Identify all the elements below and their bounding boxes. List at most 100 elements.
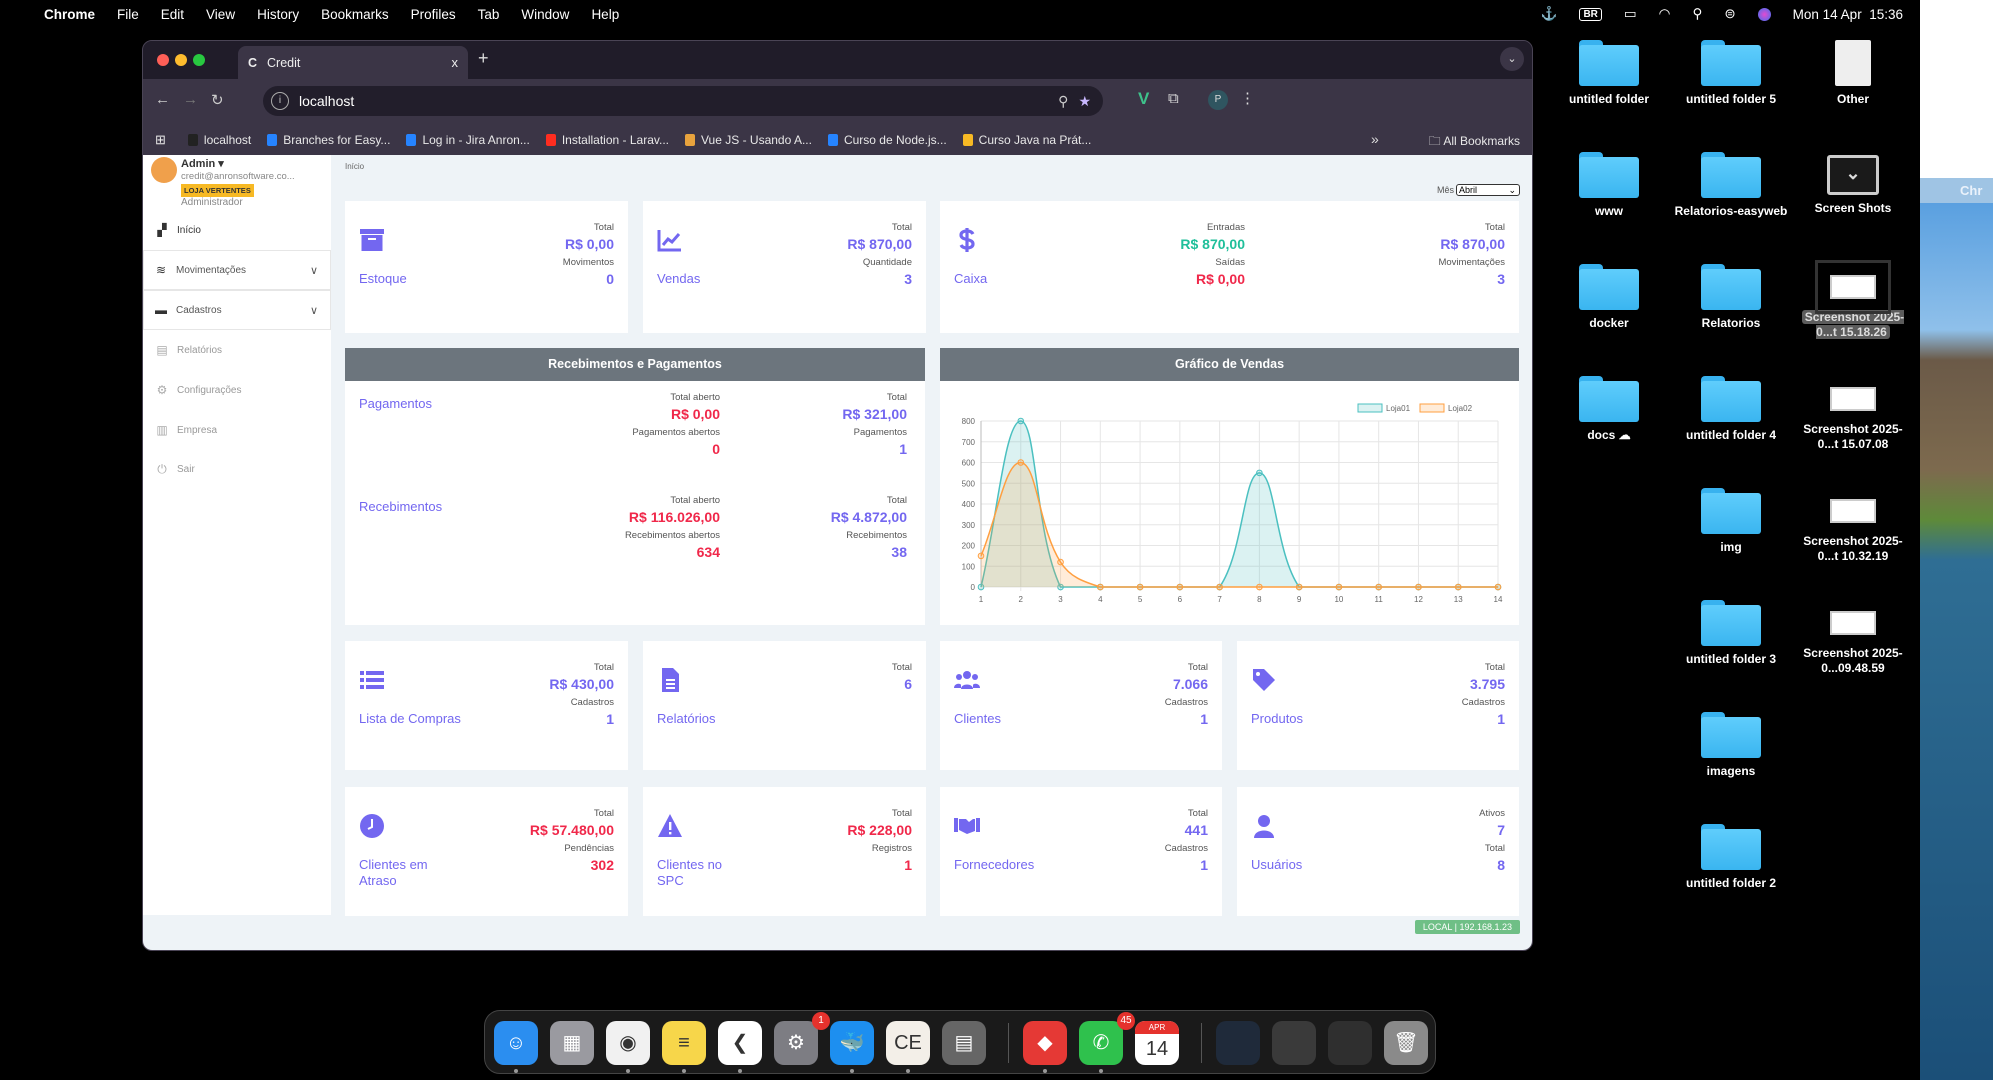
back-button[interactable]: ← [155,91,170,108]
dock-minimized-window-3[interactable] [1328,1021,1372,1065]
card-fornecedores[interactable]: Fornecedores Total 441 Cadastros 1 [940,787,1222,916]
dock-whatsapp[interactable]: ✆ 45 [1079,1012,1135,1065]
dock-chrome[interactable]: ◉ [606,1021,650,1065]
zoom-window-button[interactable] [193,54,205,66]
sidebar-item-configuracoes[interactable]: ⚙ Configurações [143,370,331,410]
bookmark-star-icon[interactable]: ★ [1078,92,1091,109]
desktop-item[interactable]: Other [1793,40,1913,107]
dock-system-settings[interactable]: ⚙ 1 [774,1012,830,1065]
menubar-time[interactable]: 15:36 [1869,6,1903,22]
siri-icon[interactable] [1757,7,1771,21]
section-title-recebimentos[interactable]: Recebimentos [359,499,443,514]
card-title[interactable]: Clientes [954,711,1001,726]
card-title[interactable]: Produtos [1251,711,1304,726]
card-produtos[interactable]: Produtos Total 3.795 Cadastros 1 [1237,641,1519,770]
control-center-icon[interactable]: ⊜ [1724,6,1736,21]
all-bookmarks-button[interactable]: 🗀 All Bookmarks [1429,132,1520,153]
desktop-item[interactable]: untitled folder 4 [1671,376,1791,443]
forward-button[interactable]: → [183,91,198,108]
desktop-item[interactable]: Screenshot 2025-0...t 10.32.19 [1793,488,1913,564]
dock-vscode[interactable]: ❮ [718,1021,762,1065]
bookmark-item[interactable]: Branches for Easy... [267,133,390,147]
desktop-item[interactable]: docs ☁ [1549,376,1669,443]
card-title[interactable]: Caixa [954,271,988,286]
card-relatorios[interactable]: Relatórios Total 6 [643,641,926,770]
card-title[interactable]: Estoque [359,271,407,286]
menu-app-name[interactable]: Chrome [44,6,96,22]
bookmark-item[interactable]: Installation - Larav... [545,133,669,147]
url-text[interactable]: localhost [299,93,355,109]
desktop-item[interactable]: ⌄ Screen Shots [1793,152,1913,216]
tab-search-button[interactable]: ⌄ [1500,47,1524,71]
dock-finder[interactable]: ☺ [494,1021,538,1065]
dock-trash[interactable]: 🗑 [1384,1021,1428,1065]
bookmark-item[interactable]: localhost [187,133,251,147]
site-info-icon[interactable]: i [271,92,289,110]
dock-calendar[interactable]: 14 APR [1135,1021,1179,1065]
bookmark-item[interactable]: Log in - Jira Anron... [406,133,530,147]
card-title[interactable]: Clientes no SPC [657,857,723,888]
bookmark-item[interactable]: Curso Java na Prát... [962,133,1091,147]
month-select[interactable]: Abril ⌄ [1456,184,1520,196]
menu-help[interactable]: Help [591,6,620,22]
desktop-item[interactable]: img [1671,488,1791,555]
sidebar-item-sair[interactable]: ⏻ Sair [143,449,331,489]
chevron-down-icon[interactable]: ∨ [309,264,318,277]
spotlight-search-icon[interactable]: ⚲ [1692,6,1703,21]
sidebar-item-relatorios[interactable]: ▤ Relatórios [143,330,331,370]
card-estoque[interactable]: Estoque Total R$ 0,00 Movimentos 0 [345,201,628,333]
dock-docker[interactable]: 🐳 [830,1021,874,1065]
desktop-item[interactable]: untitled folder 3 [1671,600,1791,667]
menu-bookmarks[interactable]: Bookmarks [321,6,389,22]
card-lista-de-compras[interactable]: Lista de Compras Total R$ 430,00 Cadastros 1 [345,641,628,770]
apps-grid-icon[interactable]: ⊞ [155,132,166,147]
desktop-item[interactable]: Relatorios-easyweb [1671,152,1791,219]
zoom-icon[interactable]: ⚲ [1058,92,1069,109]
card-caixa[interactable]: Caixa Entradas R$ 870,00 Saídas R$ 0,00 Total… [940,201,1519,333]
menu-window[interactable]: Window [521,6,570,22]
battery-icon[interactable]: ▭ [1623,6,1637,21]
sidebar-item-cadastros[interactable]: ▬ Cadastros ∨ [143,290,331,330]
profile-avatar[interactable]: P [1208,90,1228,110]
card-usuarios[interactable]: Usuários Ativos 7 Total 8 [1237,787,1519,916]
input-source-indicator[interactable]: BR [1579,7,1602,21]
menu-view[interactable]: View [206,6,236,22]
dock-notes[interactable]: ≡ [662,1021,706,1065]
dock-minimized-window-1[interactable] [1216,1021,1260,1065]
chevron-down-icon[interactable]: ∨ [309,304,318,317]
dock-anydesk[interactable]: ◆ [1023,1021,1067,1065]
user-name[interactable]: Admin ▾ [181,158,224,170]
docker-status-icon[interactable]: ⚓ [1540,6,1558,21]
card-title[interactable]: Lista de Compras [359,711,461,726]
card-clientes-no-spc[interactable]: Clientes no SPC Total R$ 228,00 Registros 1 [643,787,926,916]
tab-credit[interactable]: C Credit x [238,46,468,79]
desktop-item[interactable]: untitled folder 2 [1671,824,1791,891]
card-clientes[interactable]: Clientes Total 7.066 Cadastros 1 [940,641,1222,770]
desktop-item[interactable]: Screenshot 2025-0...t 15.18.26 [1793,260,1913,340]
sidebar-item-movimentacoes[interactable]: ≋ Movimentações ∨ [143,250,331,290]
card-clientes-em-atraso[interactable]: Clientes em Atraso Total R$ 57.480,00 Pendê… [345,787,628,916]
card-title[interactable]: Vendas [657,271,701,286]
user-avatar[interactable] [151,157,177,183]
wifi-icon[interactable]: ◠ [1658,6,1671,21]
dock-calculator[interactable]: ▤ [942,1021,986,1065]
minimize-window-button[interactable] [175,54,187,66]
desktop-item[interactable]: Screenshot 2025-0...t 15.07.08 [1793,376,1913,452]
menubar-date[interactable]: Mon 14 Apr [1792,6,1862,22]
breadcrumb[interactable]: Início [345,162,365,171]
desktop-item[interactable]: Relatorios [1671,264,1791,331]
desktop-item[interactable]: docker [1549,264,1669,331]
new-tab-button[interactable]: + [478,48,489,68]
desktop-item[interactable]: untitled folder [1549,40,1669,107]
bookmark-item[interactable]: Curso de Node.js... [827,133,947,147]
menu-edit[interactable]: Edit [160,6,185,22]
bookmark-item[interactable]: Vue JS - Usando A... [685,133,812,147]
card-vendas[interactable]: Vendas Total R$ 870,00 Quantidade 3 [643,201,926,333]
extensions-icon[interactable]: ⧉ [1168,90,1179,107]
dock-dbeaver[interactable]: CE [886,1021,930,1065]
bookmarks-overflow-button[interactable]: » [1371,131,1379,147]
desktop-item[interactable]: imagens [1671,712,1791,779]
card-title[interactable]: Usuários [1251,857,1303,872]
address-bar[interactable]: i localhost ⚲ ★ [263,86,1103,116]
dock-launchpad[interactable]: ▦ [550,1021,594,1065]
